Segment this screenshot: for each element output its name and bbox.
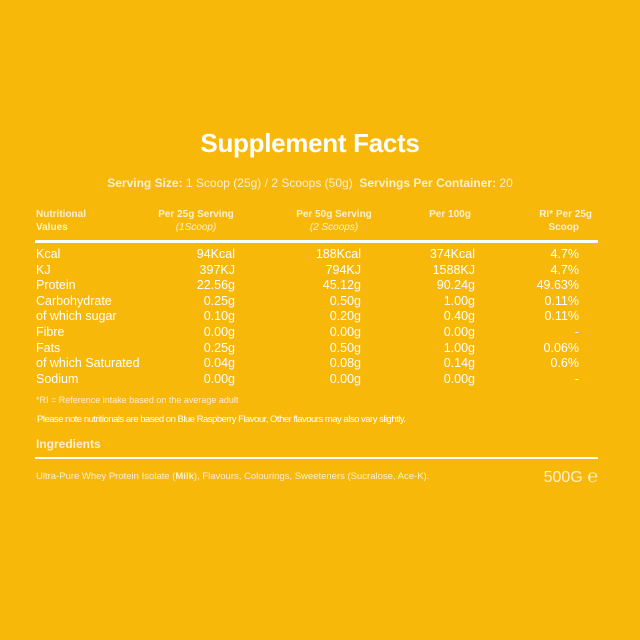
per-100g-value: 1.00g: [443, 340, 475, 355]
ingredients-part: Ultra-Pure Whey Protein Isolate (: [36, 471, 176, 482]
flavour-note: Please note nutritionals are based on Bl…: [37, 414, 406, 425]
net-weight-value: 500G: [543, 469, 583, 486]
servings-per-container-value: 20: [499, 176, 513, 190]
nutrient-name: Protein: [36, 278, 76, 293]
table-row: of which Saturated 0.04g 0.08g 0.14g 0.6%: [36, 356, 596, 371]
nutrient-name: Fibre: [36, 325, 65, 339]
nutrient-name: of which sugar: [36, 309, 117, 324]
header-per-50g: Per 50g Serving (2 Scoops): [274, 208, 394, 234]
header-per-100g: Per 100g: [390, 208, 510, 221]
ri-value: 0.06%: [543, 340, 579, 355]
serving-size-label: Serving Size:: [107, 176, 183, 190]
header-line: Per 25g Serving: [158, 209, 234, 220]
per-100g-value: 374Kcal: [429, 247, 475, 261]
table-row: Fibre 0.00g 0.00g 0.00g -: [36, 325, 596, 340]
per-25g-value: 0.04g: [203, 356, 235, 371]
per-100g-value: 1.00g: [443, 293, 475, 308]
per-50g-value: 0.50g: [329, 293, 361, 308]
servings-per-container-label: Servings Per Container:: [359, 176, 497, 190]
header-line: RI* Per 25g: [539, 209, 592, 220]
page-title: Supplement Facts: [200, 128, 420, 158]
per-100g-value: 0.00g: [443, 325, 475, 339]
estimated-sign-icon: ℮: [587, 466, 598, 486]
table-row: Protein 22.56g 45.12g 90.24g 49.63%: [36, 278, 596, 293]
per-25g-value: 0.00g: [203, 325, 235, 339]
per-50g-value: 794KJ: [325, 262, 361, 277]
ingredients-heading: Ingredients: [36, 437, 101, 451]
header-nutritional-values: Nutritional Values: [36, 208, 86, 234]
header-line: Scoop: [548, 222, 579, 233]
header-divider: [35, 240, 598, 243]
ri-value: -: [574, 371, 579, 386]
ri-value: -: [574, 325, 579, 339]
per-100g-value: 0.40g: [443, 309, 475, 324]
header-line: (2 Scoops): [309, 222, 359, 233]
per-25g-value: 0.25g: [203, 340, 235, 355]
ri-value: 4.7%: [550, 247, 580, 261]
per-25g-value: 0.10g: [203, 309, 235, 324]
table-row: Carbohydrate 0.25g 0.50g 1.00g 0.11%: [36, 294, 596, 309]
net-weight: 500G ℮: [544, 466, 598, 487]
nutrient-name: Sodium: [36, 371, 79, 386]
header-line: Per 50g Serving: [296, 209, 372, 220]
ri-value: 0.6%: [550, 356, 580, 371]
per-25g-value: 0.00g: [203, 371, 235, 386]
table-row: Sodium 0.00g 0.00g 0.00g -: [36, 372, 596, 387]
table-row: of which sugar 0.10g 0.20g 0.40g 0.11%: [36, 309, 596, 324]
ingredients-part: ), Flavours, Colourings, Sweeteners (Suc…: [193, 471, 430, 482]
ingredients-text: Ultra-Pure Whey Protein Isolate (Milk), …: [36, 471, 429, 482]
nutrient-name: Kcal: [36, 247, 61, 261]
nutrient-name: Fats: [36, 340, 61, 355]
per-25g-value: 22.56g: [196, 278, 235, 293]
nutrient-name: Carbohydrate: [36, 293, 112, 308]
per-50g-value: 0.08g: [329, 356, 361, 371]
header-line: (1Scoop): [175, 222, 217, 233]
header-line: Per 100g: [429, 209, 471, 220]
footnote: *RI = Reference intake based on the aver…: [36, 395, 239, 405]
header-per-25g: Per 25g Serving (1Scoop): [136, 208, 256, 234]
header-ri: RI* Per 25g Scoop: [500, 208, 592, 234]
per-50g-value: 0.50g: [329, 340, 361, 355]
per-100g-value: 90.24g: [436, 278, 475, 293]
table-row: KJ 397KJ 794KJ 1588KJ 4.7%: [36, 263, 596, 278]
serving-size-value: 1 Scoop (25g) / 2 Scoops (50g): [185, 176, 353, 190]
per-50g-value: 45.12g: [322, 278, 361, 293]
per-50g-value: 0.00g: [329, 371, 361, 386]
table-row: Kcal 94Kcal 188Kcal 374Kcal 4.7%: [36, 247, 596, 262]
serving-info: Serving Size: 1 Scoop (25g) / 2 Scoops (…: [0, 176, 620, 190]
ingredients-divider: [35, 457, 598, 459]
header-line: Values: [36, 222, 68, 233]
per-100g-value: 0.14g: [443, 356, 475, 371]
per-25g-value: 0.25g: [203, 293, 235, 308]
per-25g-value: 397KJ: [199, 262, 235, 277]
nutrient-name: KJ: [36, 262, 51, 277]
per-50g-value: 0.00g: [329, 325, 361, 339]
ri-value: 0.11%: [544, 309, 579, 324]
nutrient-name: of which Saturated: [36, 356, 140, 371]
ri-value: 0.11%: [544, 293, 579, 308]
table-row: Fats 0.25g 0.50g 1.00g 0.06%: [36, 341, 596, 356]
per-50g-value: 188Kcal: [315, 247, 361, 261]
per-100g-value: 1588KJ: [432, 262, 475, 277]
per-100g-value: 0.00g: [443, 371, 475, 386]
ri-value: 49.63%: [536, 278, 579, 293]
allergen: Milk: [175, 471, 194, 482]
header-line: Nutritional: [36, 209, 86, 220]
ri-value: 4.7%: [550, 262, 580, 277]
per-25g-value: 94Kcal: [196, 247, 235, 261]
per-50g-value: 0.20g: [329, 309, 361, 324]
